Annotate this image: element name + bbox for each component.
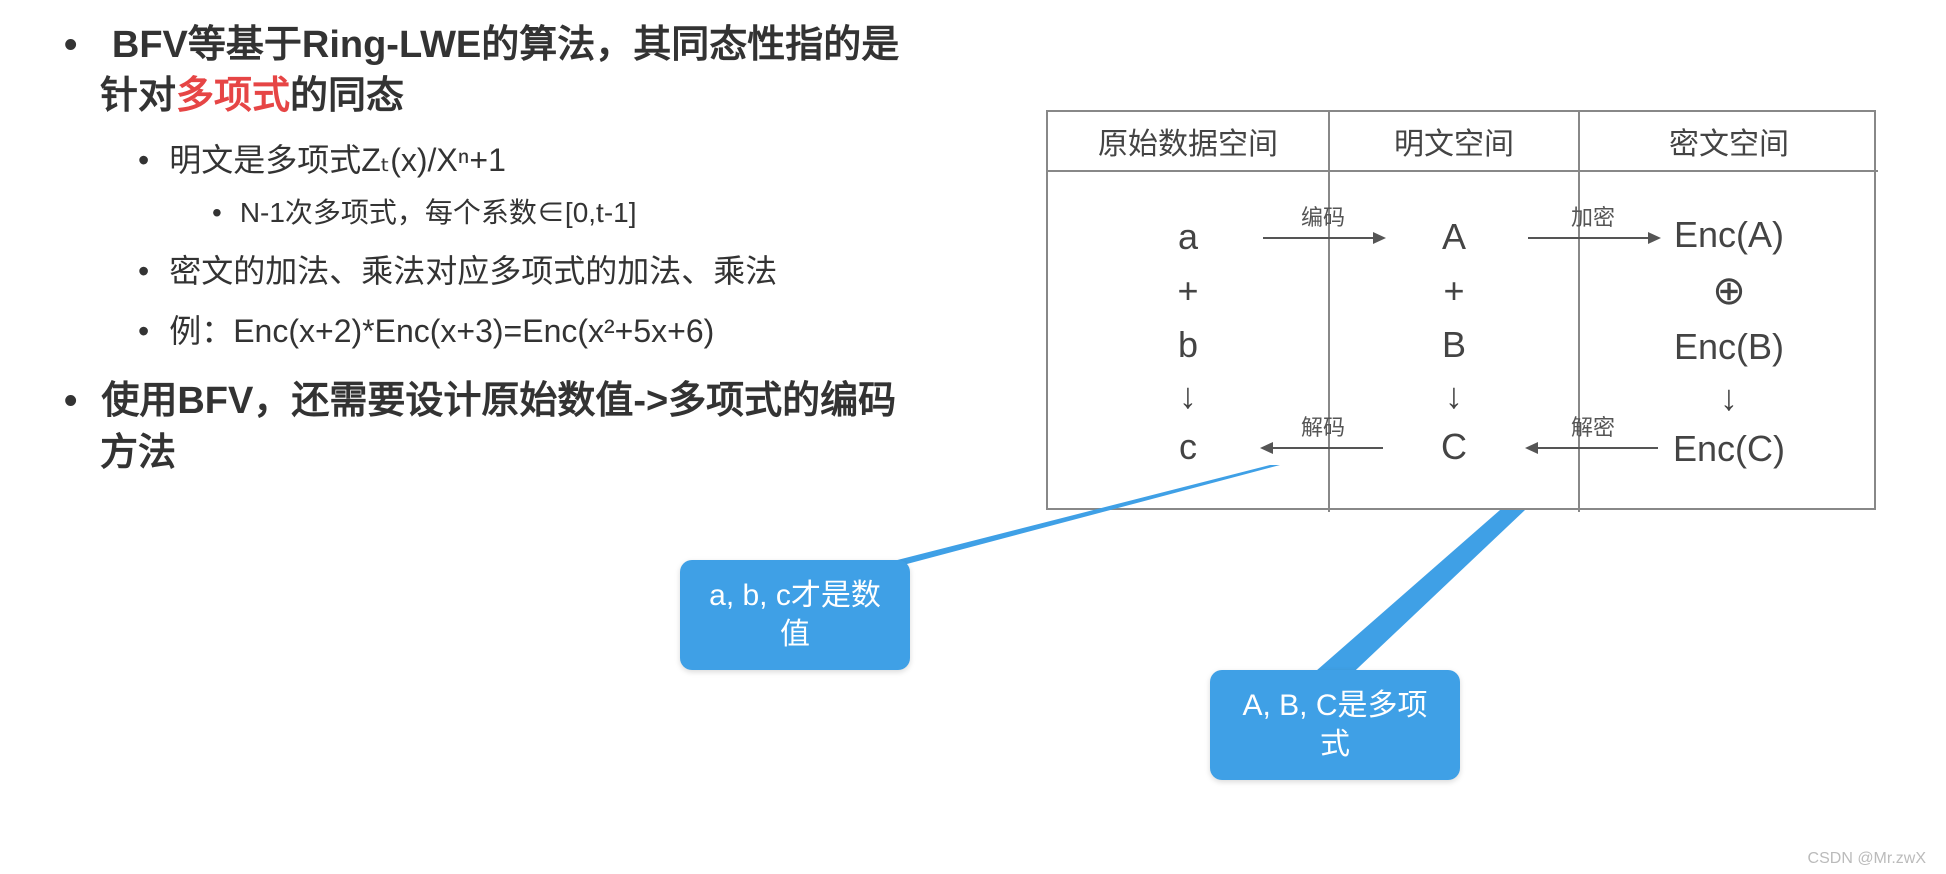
bullet-1-highlight: 多项式	[176, 75, 290, 117]
bullet-1: BFV等基于Ring-LWE的算法，其同态性指的是针对多项式的同态	[100, 20, 900, 123]
header-raw-space: 原始数据空间	[1048, 112, 1328, 172]
callout-ABC-poly: A, B, C是多项式	[1210, 670, 1460, 780]
bullet-6: 使用BFV，还需要设计原始数值->多项式的编码方法	[100, 376, 900, 479]
cipher-A: Enc(A)	[1674, 214, 1784, 256]
raw-a: a	[1178, 216, 1198, 258]
plain-C: C	[1441, 426, 1467, 468]
bullet-list: BFV等基于Ring-LWE的算法，其同态性指的是针对多项式的同态 明文是多项式…	[60, 20, 900, 479]
bullet-1-post: 的同态	[290, 75, 404, 117]
callout-pointer-icon	[1300, 510, 1530, 690]
bullet-2: 明文是多项式Zₜ(x)/Xⁿ+1	[170, 137, 900, 183]
callout-abc-values: a, b, c才是数值	[680, 560, 910, 670]
down-arrow-icon: ↓	[1720, 380, 1738, 416]
plain-B: B	[1442, 324, 1466, 366]
bullet-4: 密文的加法、乘法对应多项式的加法、乘法	[170, 248, 900, 294]
plain-plus: +	[1443, 270, 1464, 312]
callout-1-text: a, b, c才是数值	[709, 579, 881, 651]
bullet-3: N-1次多项式，每个系数∈[0,t-1]	[240, 193, 900, 234]
raw-c: c	[1179, 426, 1197, 468]
down-arrow-icon: ↓	[1445, 378, 1463, 414]
encrypt-arrow: 加密	[1518, 200, 1668, 248]
cipher-C: Enc(C)	[1673, 428, 1785, 470]
callout-2-text: A, B, C是多项式	[1242, 689, 1427, 761]
header-ciphertext-space: 密文空间	[1578, 112, 1878, 172]
cipher-B: Enc(B)	[1674, 326, 1784, 368]
raw-plus: +	[1177, 270, 1198, 312]
bullet-5: 例：Enc(x+2)*Enc(x+3)=Enc(x²+5x+6)	[170, 308, 900, 354]
space-diagram: 原始数据空间 明文空间 密文空间 a + b ↓ c A + B ↓ C Enc…	[1046, 110, 1876, 510]
header-plaintext-space: 明文空间	[1328, 112, 1578, 172]
encode-arrow: 编码	[1253, 200, 1393, 248]
decrypt-arrow: 解密	[1518, 410, 1668, 458]
cipher-oplus: ⊕	[1712, 268, 1746, 314]
plain-A: A	[1442, 216, 1466, 258]
decode-arrow: 解码	[1253, 410, 1393, 458]
watermark: CSDN @Mr.zwX	[1808, 850, 1926, 868]
down-arrow-icon: ↓	[1179, 378, 1197, 414]
raw-b: b	[1178, 324, 1198, 366]
